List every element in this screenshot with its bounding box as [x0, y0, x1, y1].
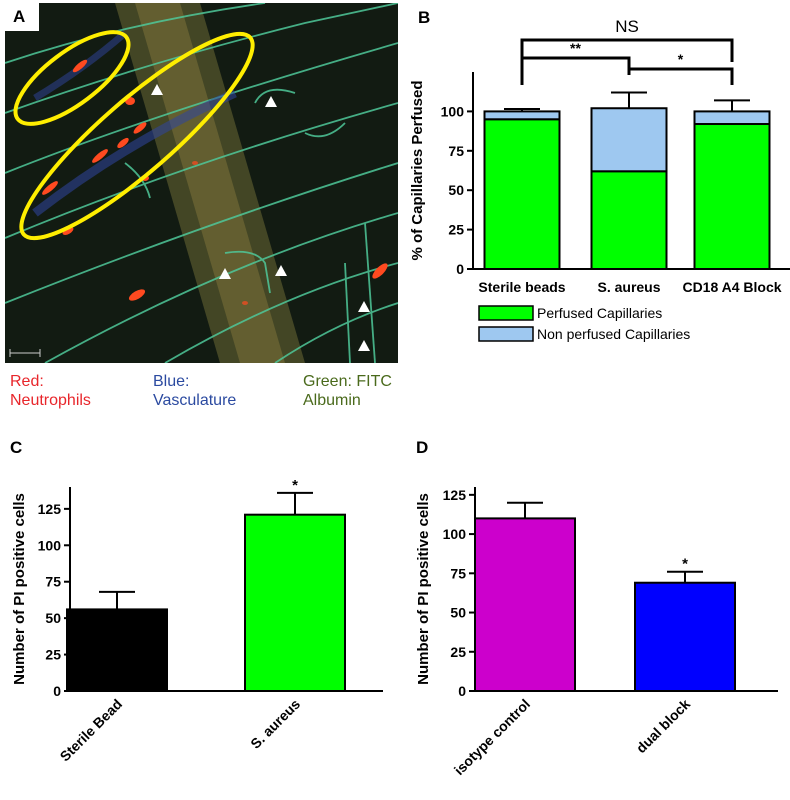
panel-a-legend: Red: Neutrophils Blue: Vasculature Green… — [10, 372, 400, 422]
x-tick-label: isotype control — [451, 696, 533, 778]
bar — [244, 513, 346, 692]
legend-label: Perfused Capillaries — [537, 305, 662, 321]
y-tick-label: 50 — [448, 182, 464, 198]
y-tick-label: 125 — [38, 501, 62, 517]
bar-segment — [483, 110, 561, 121]
microscopy-image — [5, 3, 398, 363]
y-tick-label: 75 — [45, 574, 61, 590]
legend-vasculature: Blue: Vasculature — [153, 373, 237, 409]
legend-albumin: Green: FITC Albumin — [303, 373, 392, 409]
y-tick-label: 100 — [441, 103, 465, 119]
panel-a-label-box — [5, 3, 39, 31]
y-tick-label: 100 — [38, 537, 62, 553]
y-tick-label: 25 — [45, 647, 61, 663]
y-tick-label: 0 — [456, 261, 464, 277]
significance-bracket — [627, 67, 734, 85]
bar — [474, 517, 576, 692]
y-axis-title: Number of PI positive cells — [11, 493, 28, 685]
significance-bracket — [520, 38, 734, 62]
significance-label: * — [678, 51, 684, 67]
y-axis-title: Number of PI positive cells — [415, 493, 432, 685]
legend-swatch — [478, 326, 534, 342]
y-tick-label: 125 — [443, 487, 467, 503]
legend-swatch — [478, 305, 534, 321]
significance-bracket — [520, 56, 631, 85]
panel-d-label: D — [416, 438, 429, 457]
bar — [634, 581, 736, 693]
y-tick-label: 50 — [450, 605, 466, 621]
x-tick-label: S. aureus — [597, 279, 660, 295]
panel-c-label: C — [10, 438, 23, 457]
chart-b: 0 25 50 75 100 % of Capillaries Perfused Steri… — [409, 17, 790, 342]
y-tick-label: 0 — [458, 683, 466, 699]
bar-segment — [590, 170, 668, 270]
y-tick-label: 50 — [45, 610, 61, 626]
panel-a-label: A — [13, 7, 26, 26]
bar-segment — [693, 123, 771, 271]
significance-star: * — [292, 477, 298, 494]
legend-neutrophils: Red: Neutrophils — [10, 373, 91, 409]
bar — [66, 608, 168, 692]
y-tick-label: 25 — [450, 644, 466, 660]
y-tick-label: 75 — [448, 143, 464, 159]
bar-segment — [693, 110, 771, 126]
significance-label: ** — [570, 40, 581, 56]
chart-c: 0 25 50 75 100 125 Number of PI positive cells… — [11, 477, 383, 765]
x-tick-label: CD18 A4 Block — [682, 279, 781, 295]
y-tick-label: 25 — [448, 222, 464, 238]
significance-label: NS — [615, 17, 639, 36]
bar-segment — [590, 107, 668, 173]
significance-star: * — [682, 556, 688, 573]
panel-b-label: B — [418, 8, 431, 27]
x-tick-label: Sterile Bead — [57, 696, 126, 765]
y-tick-label: 75 — [450, 565, 466, 581]
chart-d: 0 25 50 75 100 125 Number of PI positive cells… — [415, 487, 778, 778]
x-tick-label: dual block — [633, 696, 693, 756]
y-tick-label: 100 — [443, 526, 467, 542]
x-tick-label: S. aureus — [247, 696, 303, 752]
y-tick-label: 0 — [53, 683, 61, 699]
legend-label: Non perfused Capillaries — [537, 326, 690, 342]
x-tick-label: Sterile beads — [478, 279, 565, 295]
bar-segment — [483, 118, 561, 270]
y-axis-title: % of Capillaries Perfused — [409, 80, 426, 260]
